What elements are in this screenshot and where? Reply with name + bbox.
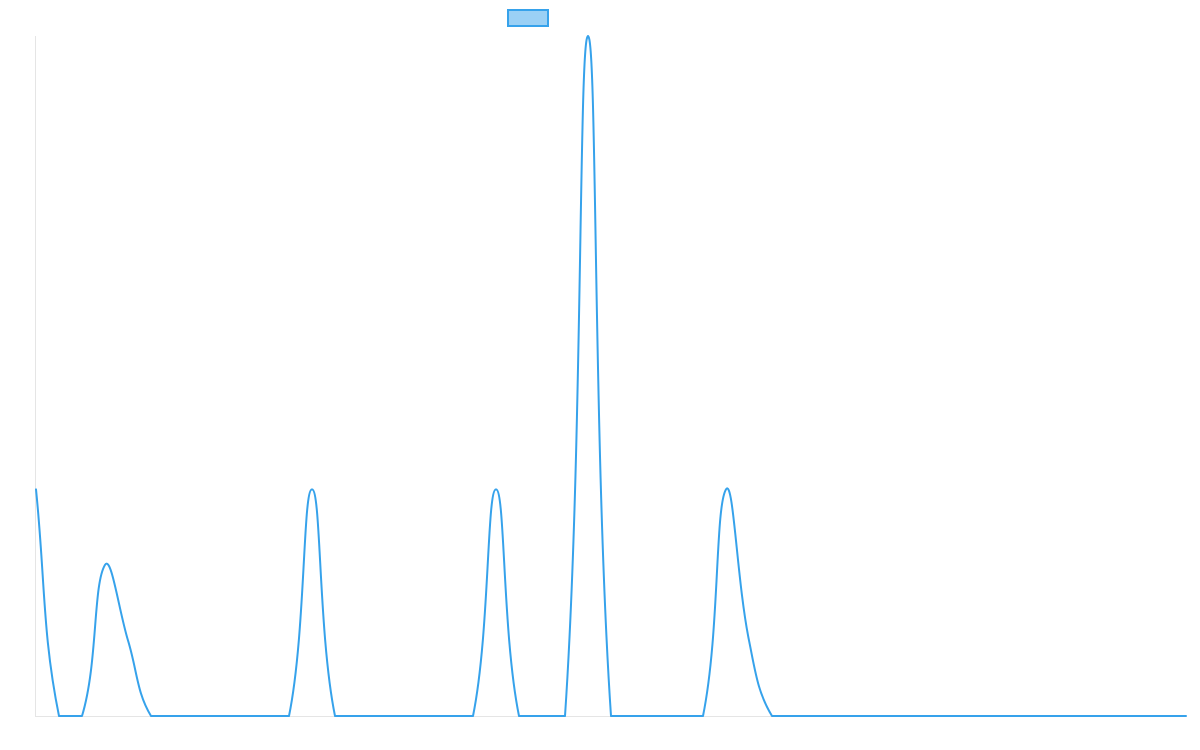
data-point[interactable] [953,713,959,719]
data-point[interactable] [700,713,706,719]
data-point[interactable] [1091,713,1097,719]
data-point[interactable] [148,713,154,719]
data-point[interactable] [539,713,545,719]
data-point[interactable] [286,713,292,719]
data-point[interactable] [217,713,223,719]
data-point[interactable] [493,486,499,492]
data-point[interactable] [792,713,798,719]
data-point[interactable] [723,486,729,492]
data-point[interactable] [769,713,775,719]
data-point[interactable] [1137,713,1143,719]
data-point[interactable] [608,713,614,719]
data-point[interactable] [1022,713,1028,719]
data-point[interactable] [1183,713,1189,719]
data-point[interactable] [332,713,338,719]
data-point[interactable] [815,713,821,719]
data-point[interactable] [470,713,476,719]
data-point[interactable] [976,713,982,719]
data-point[interactable] [1068,713,1074,719]
data-point[interactable] [102,562,108,568]
data-point[interactable] [355,713,361,719]
series-line-0 [35,35,1187,717]
data-point[interactable] [33,486,39,492]
data-point[interactable] [194,713,200,719]
data-point[interactable] [907,713,913,719]
data-point[interactable] [746,637,752,643]
data-point[interactable] [125,637,131,643]
data-point[interactable] [999,713,1005,719]
legend[interactable] [507,9,549,27]
legend-swatch[interactable] [507,9,549,27]
data-point[interactable] [401,713,407,719]
data-point[interactable] [677,713,683,719]
data-point[interactable] [424,713,430,719]
data-point[interactable] [79,713,85,719]
data-point[interactable] [1160,713,1166,719]
data-point[interactable] [884,713,890,719]
data-point[interactable] [309,486,315,492]
data-point[interactable] [1114,713,1120,719]
data-point[interactable] [516,713,522,719]
data-point[interactable] [263,713,269,719]
data-point[interactable] [631,713,637,719]
data-point[interactable] [562,713,568,719]
data-point[interactable] [56,713,62,719]
data-point[interactable] [378,713,384,719]
data-point[interactable] [585,33,591,39]
data-point[interactable] [240,713,246,719]
data-point[interactable] [930,713,936,719]
data-point[interactable] [861,713,867,719]
data-point[interactable] [838,713,844,719]
data-point[interactable] [447,713,453,719]
data-point[interactable] [1045,713,1051,719]
data-point[interactable] [171,713,177,719]
data-point[interactable] [654,713,660,719]
series-layer [33,33,1189,719]
